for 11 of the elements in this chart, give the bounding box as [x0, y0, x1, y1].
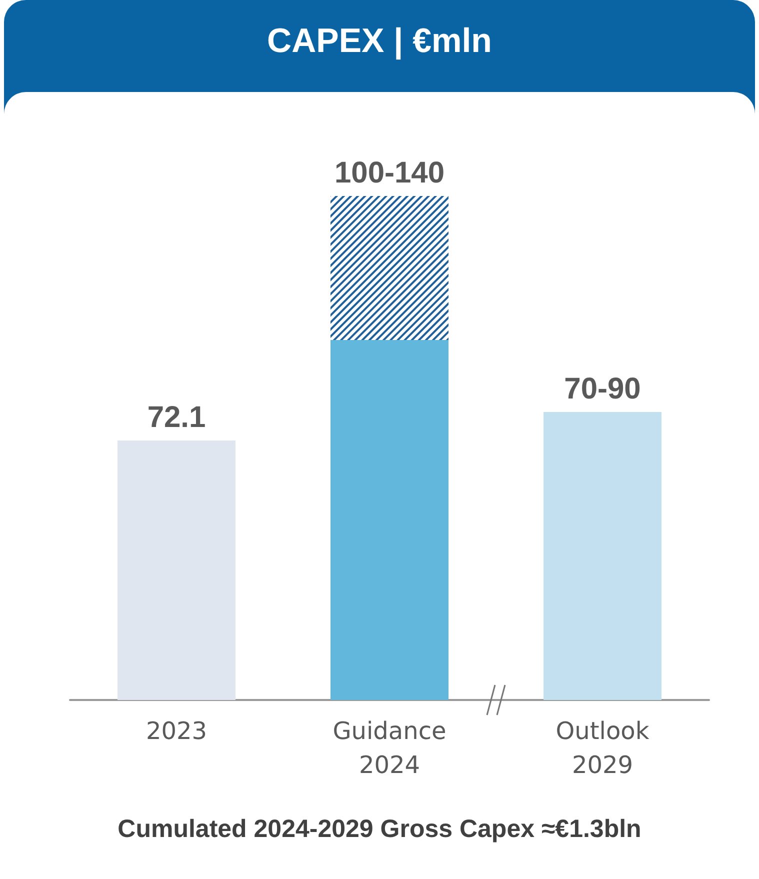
x-tick-label: Guidance 2024 — [332, 717, 446, 779]
bar — [330, 340, 448, 700]
data-label: 72.1 — [147, 400, 206, 434]
bar — [118, 440, 236, 700]
bar — [544, 412, 662, 700]
data-label: 100-140 — [334, 156, 445, 190]
text: Cumulated 2024-2029 Gross Capex ≈€1.3bln — [116, 815, 642, 844]
chart-title: CAPEX | €mln — [266, 22, 493, 61]
data-label: 70-90 — [564, 372, 641, 406]
x-tick-label: 2023 — [146, 717, 208, 745]
x-tick-label: Outlook 2029 — [556, 717, 650, 779]
